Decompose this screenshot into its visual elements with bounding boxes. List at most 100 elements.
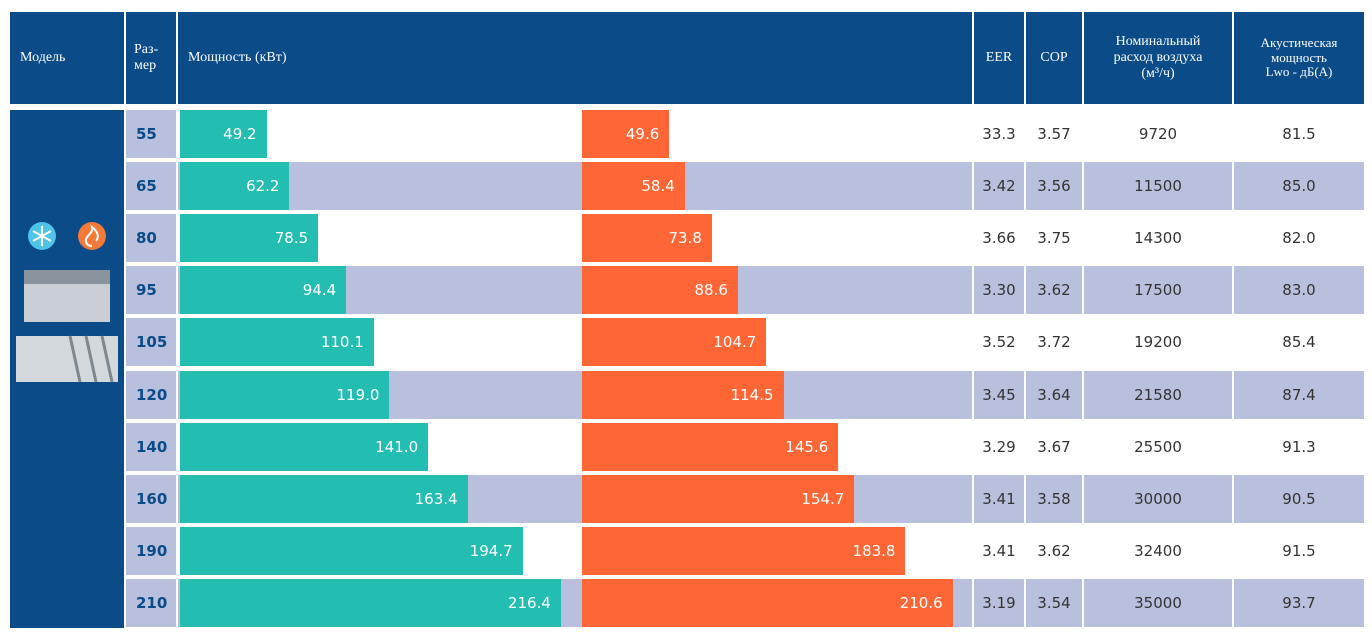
column-divider <box>1024 110 1026 628</box>
size-cell: 80 <box>126 214 176 262</box>
header-model: Модель <box>10 12 124 104</box>
column-divider <box>972 110 974 628</box>
cooling-bar: 194.7 <box>180 527 523 575</box>
header-text: Мощность (кВт) <box>188 50 287 66</box>
model-cell <box>10 110 124 628</box>
size-cell: 65 <box>126 162 176 210</box>
sound-cell: 85.0 <box>1234 162 1364 210</box>
sound-cell: 87.4 <box>1234 371 1364 419</box>
bar-label: 210.6 <box>900 594 943 612</box>
bar-label: 183.8 <box>853 542 896 560</box>
header-text: мер <box>134 58 158 74</box>
cooling-bar: 78.5 <box>180 214 318 262</box>
column-divider <box>1082 110 1084 628</box>
airflow-cell: 35000 <box>1084 579 1232 627</box>
bar-label: 145.6 <box>785 438 828 456</box>
cooling-bar: 94.4 <box>180 266 346 314</box>
eer-cell: 33.3 <box>974 110 1024 158</box>
eer-cell: 3.45 <box>974 371 1024 419</box>
sound-cell: 82.0 <box>1234 214 1364 262</box>
heating-bar: 58.4 <box>582 162 685 210</box>
airflow-cell: 14300 <box>1084 214 1232 262</box>
airflow-cell: 9720 <box>1084 110 1232 158</box>
header-text: (м³/ч) <box>1114 66 1203 82</box>
heating-bar: 114.5 <box>582 371 784 419</box>
eer-cell: 3.29 <box>974 423 1024 471</box>
bar-label: 49.6 <box>626 125 659 143</box>
heating-bar: 183.8 <box>582 527 905 575</box>
sound-cell: 91.3 <box>1234 423 1364 471</box>
size-cell: 120 <box>126 371 176 419</box>
bar-label: 78.5 <box>275 229 308 247</box>
cop-cell: 3.56 <box>1026 162 1082 210</box>
eer-cell: 3.41 <box>974 475 1024 523</box>
airflow-cell: 32400 <box>1084 527 1232 575</box>
cop-cell: 3.72 <box>1026 318 1082 366</box>
bar-label: 114.5 <box>731 386 774 404</box>
size-cell: 160 <box>126 475 176 523</box>
cop-cell: 3.62 <box>1026 527 1082 575</box>
bar-label: 62.2 <box>246 177 279 195</box>
size-cell: 105 <box>126 318 176 366</box>
bar-label: 163.4 <box>415 490 458 508</box>
header-text: мощность <box>1261 51 1338 66</box>
header-cop: COP <box>1026 12 1082 104</box>
eer-cell: 3.42 <box>974 162 1024 210</box>
cop-cell: 3.62 <box>1026 266 1082 314</box>
airflow-cell: 25500 <box>1084 423 1232 471</box>
bar-label: 119.0 <box>336 386 379 404</box>
eer-cell: 3.52 <box>974 318 1024 366</box>
airflow-cell: 19200 <box>1084 318 1232 366</box>
bar-label: 73.8 <box>668 229 701 247</box>
bar-label: 104.7 <box>713 333 756 351</box>
table: Модель Раз-мер Мощность (кВт) EER COP Но… <box>0 0 1372 628</box>
eer-cell: 3.19 <box>974 579 1024 627</box>
cooling-bar: 49.2 <box>180 110 267 158</box>
sound-cell: 91.5 <box>1234 527 1364 575</box>
bar-label: 194.7 <box>470 542 513 560</box>
cooling-bar: 163.4 <box>180 475 468 523</box>
size-cell: 190 <box>126 527 176 575</box>
header-size: Раз-мер <box>126 12 176 104</box>
bar-label: 88.6 <box>695 281 728 299</box>
bar-label: 110.1 <box>321 333 364 351</box>
sound-cell: 83.0 <box>1234 266 1364 314</box>
model-icons <box>10 110 124 628</box>
cooling-bar: 216.4 <box>180 579 561 627</box>
cooling-bar: 62.2 <box>180 162 289 210</box>
eer-cell: 3.30 <box>974 266 1024 314</box>
heating-bar: 88.6 <box>582 266 738 314</box>
bar-label: 49.2 <box>223 125 256 143</box>
airflow-cell: 21580 <box>1084 371 1232 419</box>
cooling-bar: 141.0 <box>180 423 428 471</box>
cooling-bar: 110.1 <box>180 318 374 366</box>
airflow-cell: 30000 <box>1084 475 1232 523</box>
heating-bar: 210.6 <box>582 579 953 627</box>
heating-bar: 49.6 <box>582 110 669 158</box>
heating-bar: 73.8 <box>582 214 712 262</box>
header-power: Мощность (кВт) <box>178 12 972 104</box>
header-text: Номинальный <box>1114 34 1203 50</box>
size-cell: 95 <box>126 266 176 314</box>
cop-cell: 3.64 <box>1026 371 1082 419</box>
sound-cell: 85.4 <box>1234 318 1364 366</box>
eer-cell: 3.66 <box>974 214 1024 262</box>
cop-cell: 3.57 <box>1026 110 1082 158</box>
sound-cell: 81.5 <box>1234 110 1364 158</box>
sound-cell: 93.7 <box>1234 579 1364 627</box>
bar-label: 94.4 <box>303 281 336 299</box>
size-cell: 210 <box>126 579 176 627</box>
bar-label: 154.7 <box>801 490 844 508</box>
header-text: Модель <box>20 50 65 66</box>
size-cell: 55 <box>126 110 176 158</box>
header-text: Акустическая <box>1261 36 1338 51</box>
header-text: Lwo - дБ(A) <box>1261 65 1338 80</box>
cop-cell: 3.58 <box>1026 475 1082 523</box>
cop-cell: 3.54 <box>1026 579 1082 627</box>
header-sound: АкустическаямощностьLwo - дБ(A) <box>1234 12 1364 104</box>
airflow-cell: 17500 <box>1084 266 1232 314</box>
airflow-cell: 11500 <box>1084 162 1232 210</box>
header-text: Раз- <box>134 42 158 58</box>
cop-cell: 3.75 <box>1026 214 1082 262</box>
